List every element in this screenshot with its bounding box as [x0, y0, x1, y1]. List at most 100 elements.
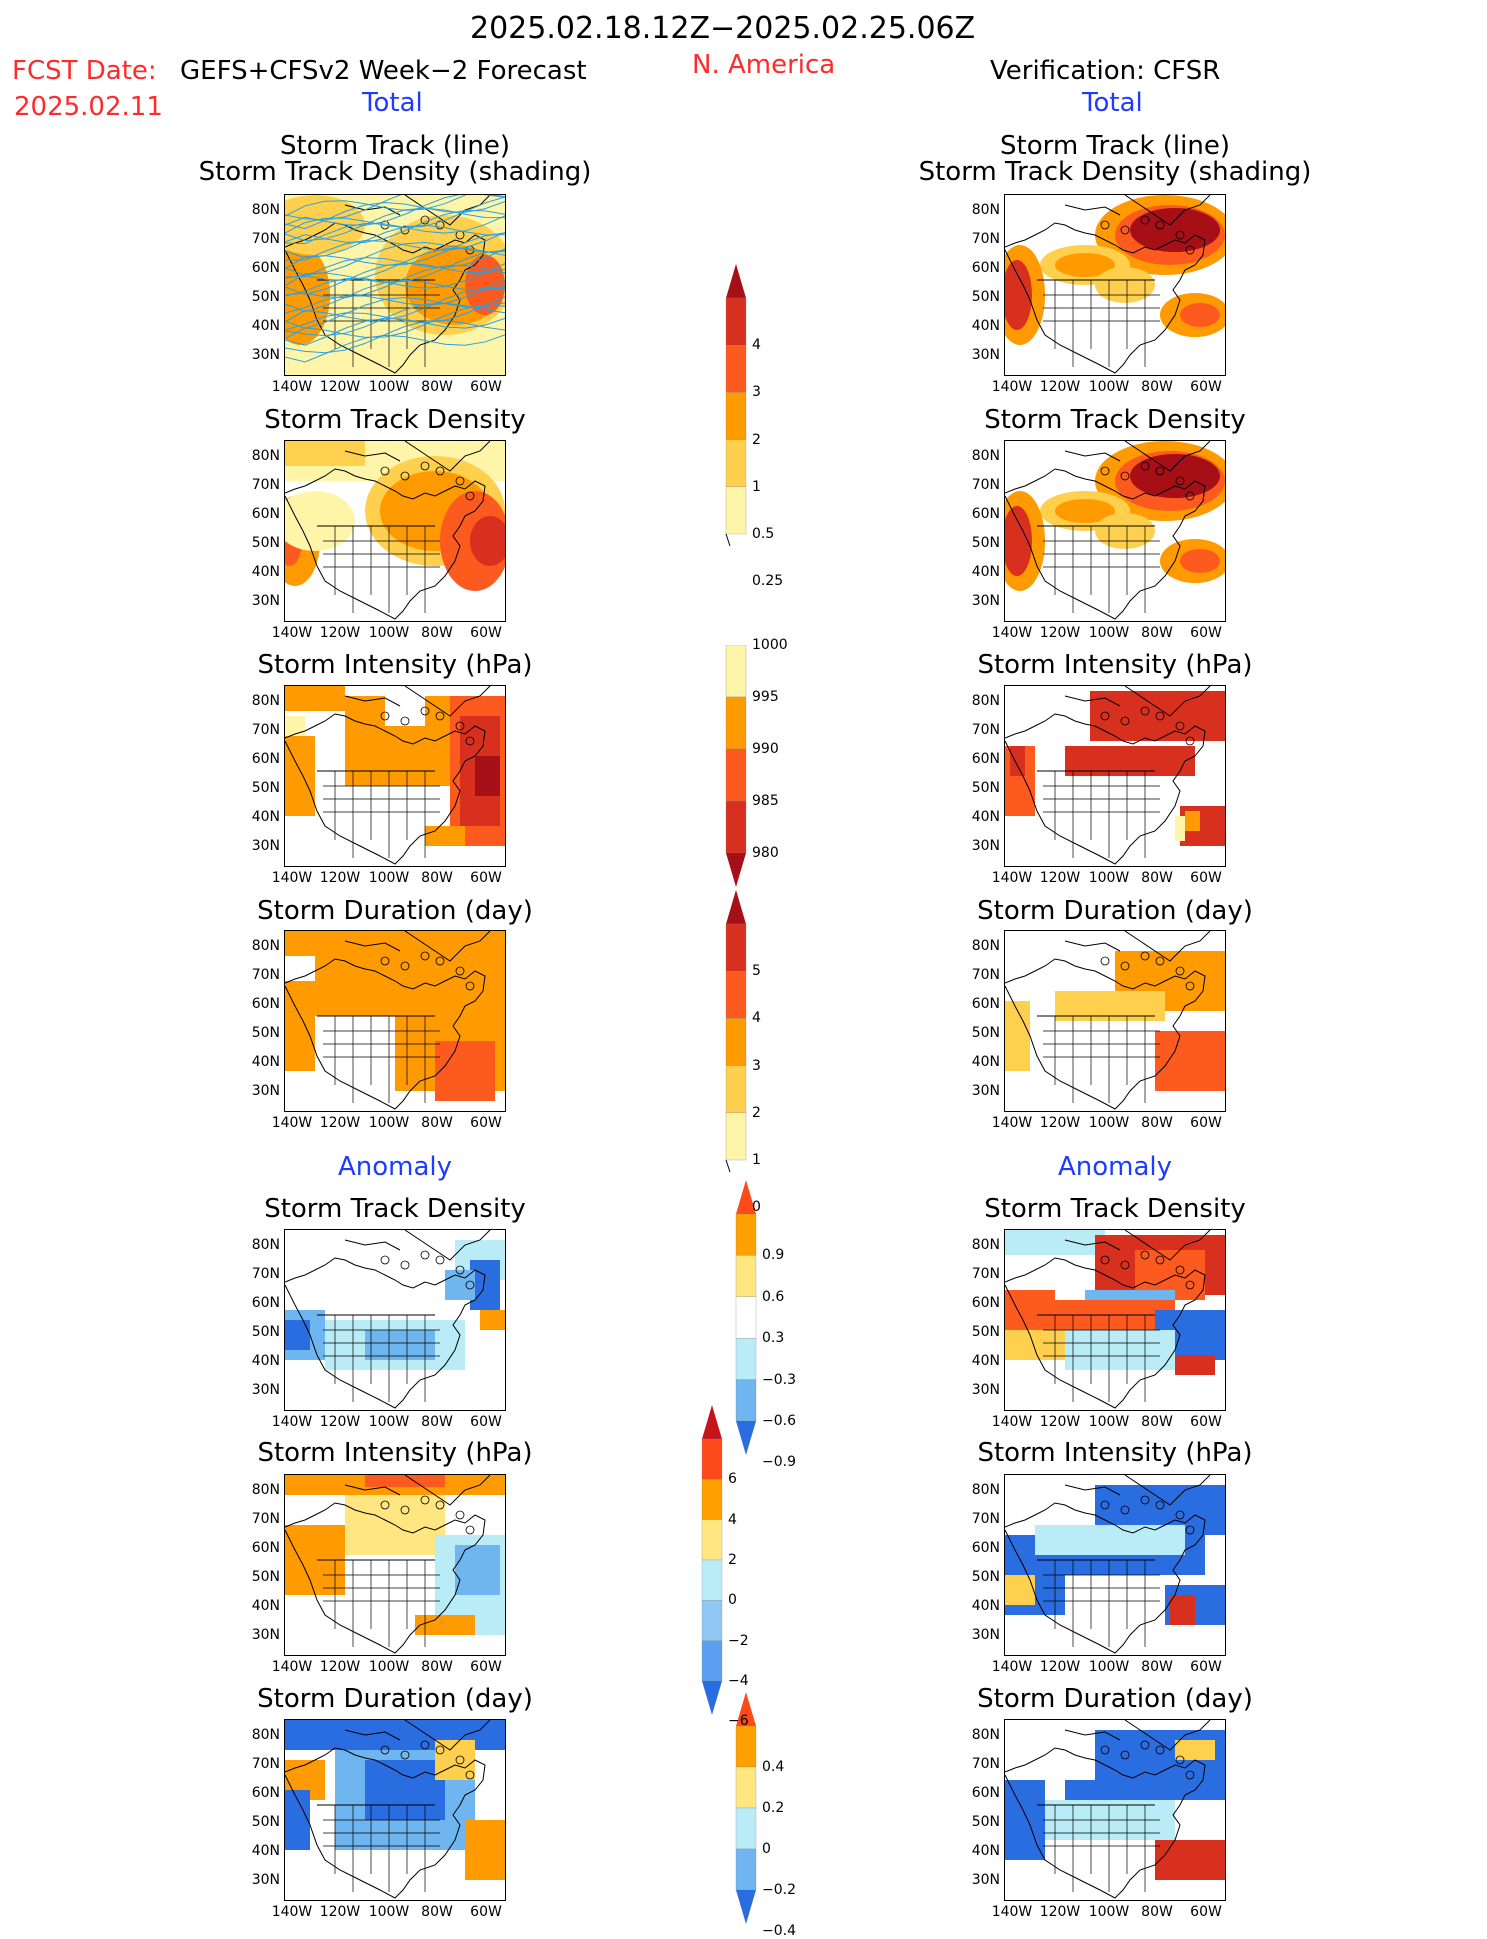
colorbar-label: 0.9: [762, 1247, 785, 1264]
colorbar-label: 0.6: [762, 1288, 785, 1305]
lat-tick-label: 50N: [251, 289, 280, 305]
lon-tick-label: 80W: [421, 379, 453, 395]
lat-tick-label: 40N: [971, 1843, 1000, 1859]
section-anomaly-left: Anomaly: [338, 1152, 453, 1182]
title-intensity-right: Storm Intensity (hPa): [977, 650, 1253, 680]
lat-tick-label: 60N: [971, 996, 1000, 1012]
lon-tick-label: 140W: [271, 1904, 313, 1920]
title-duration-left: Storm Duration (day): [257, 896, 533, 926]
map-field: [1005, 1475, 1225, 1654]
map-anom-density-left: [284, 1229, 506, 1411]
lat-tick-label: 60N: [251, 1540, 280, 1556]
title-track-line-right: Storm Track (line) Storm Track Density (s…: [918, 131, 1312, 187]
lon-tick-label: 140W: [271, 870, 313, 886]
lon-tick-label: 140W: [991, 1659, 1033, 1675]
lat-tick-label: 30N: [251, 838, 280, 854]
lat-tick-label: 40N: [971, 809, 1000, 825]
lat-tick-label: 80N: [971, 202, 1000, 218]
lat-tick-label: 30N: [971, 1627, 1000, 1643]
lat-tick-label: 70N: [251, 1756, 280, 1772]
map-track-line-left: [284, 194, 506, 376]
lon-tick-label: 140W: [991, 1115, 1033, 1131]
lon-tick-label: 140W: [271, 625, 313, 641]
lat-tick-label: 70N: [251, 967, 280, 983]
lon-tick-label: 80W: [421, 1115, 453, 1131]
lon-tick-label: 120W: [1039, 870, 1081, 886]
lat-tick-label: 70N: [971, 967, 1000, 983]
lat-tick-label: 60N: [251, 1295, 280, 1311]
map-field: [1005, 1720, 1225, 1899]
lat-tick-label: 30N: [251, 1627, 280, 1643]
lat-tick-label: 80N: [251, 938, 280, 954]
lat-tick-label: 60N: [251, 996, 280, 1012]
lon-tick-label: 100W: [1088, 1904, 1130, 1920]
colorbar-label: 985: [752, 793, 779, 809]
lat-tick-label: 50N: [251, 1569, 280, 1585]
lon-tick-label: 80W: [421, 625, 453, 641]
colorbar-label: 1: [752, 478, 761, 495]
lon-tick-label: 140W: [991, 1904, 1033, 1920]
lon-tick-label: 80W: [1141, 1659, 1173, 1675]
map-field: [285, 1230, 505, 1409]
lat-tick-label: 30N: [971, 1872, 1000, 1888]
lat-tick-label: 60N: [971, 1295, 1000, 1311]
colorbar-label: 995: [752, 689, 779, 705]
colorbar-label: −0.6: [762, 1413, 796, 1429]
map-field: [1005, 1230, 1225, 1409]
lon-tick-label: 80W: [1141, 870, 1173, 886]
lat-tick-label: 40N: [251, 318, 280, 334]
colorbar-label: 6: [728, 1471, 737, 1488]
lon-tick-label: 140W: [271, 1659, 313, 1675]
lon-tick-label: 60W: [1190, 379, 1222, 395]
lon-tick-label: 60W: [470, 1414, 502, 1430]
colorbar-label: 0.4: [762, 1759, 785, 1775]
lat-tick-label: 40N: [971, 564, 1000, 580]
lon-tick-label: 120W: [1039, 1414, 1081, 1430]
lon-tick-label: 60W: [1190, 870, 1222, 886]
lon-tick-label: 120W: [319, 1904, 361, 1920]
lat-tick-label: 80N: [971, 1482, 1000, 1498]
lat-tick-label: 40N: [971, 318, 1000, 334]
lat-tick-label: 50N: [971, 535, 1000, 551]
colorbar-label: 2: [752, 431, 761, 448]
lon-tick-label: 120W: [319, 1115, 361, 1131]
lat-tick-label: 80N: [971, 693, 1000, 709]
lat-tick-label: 70N: [251, 1266, 280, 1282]
map-field: [285, 195, 505, 375]
lon-tick-label: 120W: [319, 1414, 361, 1430]
lat-tick-label: 40N: [971, 1054, 1000, 1070]
lon-tick-label: 100W: [368, 625, 410, 641]
map-duration-left: [284, 930, 506, 1112]
lat-tick-label: 50N: [971, 780, 1000, 796]
map-intensity-left: [284, 685, 506, 867]
lon-tick-label: 60W: [470, 625, 502, 641]
lon-tick-label: 120W: [319, 870, 361, 886]
lat-tick-label: 30N: [251, 1872, 280, 1888]
lon-tick-label: 80W: [421, 1414, 453, 1430]
lon-tick-label: 60W: [470, 379, 502, 395]
colorbar-label: 980: [752, 845, 779, 861]
lat-tick-label: 30N: [971, 347, 1000, 363]
lat-tick-label: 70N: [971, 722, 1000, 738]
lon-tick-label: 120W: [1039, 1904, 1081, 1920]
lon-tick-label: 120W: [319, 379, 361, 395]
lat-tick-label: 70N: [251, 722, 280, 738]
lat-tick-label: 30N: [251, 1382, 280, 1398]
colorbar-anom-density: [735, 1180, 757, 1455]
colorbar-label: 0: [752, 1199, 761, 1216]
colorbar-label: −0.2: [762, 1882, 796, 1898]
lon-tick-label: 100W: [1088, 625, 1130, 641]
lat-tick-label: 40N: [251, 809, 280, 825]
lon-tick-label: 60W: [1190, 1414, 1222, 1430]
lat-tick-label: 50N: [971, 289, 1000, 305]
lat-tick-label: 50N: [971, 1025, 1000, 1041]
lat-tick-label: 60N: [971, 260, 1000, 276]
colorbar-density: [725, 264, 747, 546]
lat-tick-label: 80N: [251, 693, 280, 709]
lat-tick-label: 80N: [971, 448, 1000, 464]
title-density-right: Storm Track Density: [984, 405, 1246, 435]
lat-tick-label: 70N: [971, 231, 1000, 247]
lon-tick-label: 60W: [1190, 625, 1222, 641]
lon-tick-label: 100W: [368, 1904, 410, 1920]
colorbar-label: 2: [752, 1104, 761, 1121]
